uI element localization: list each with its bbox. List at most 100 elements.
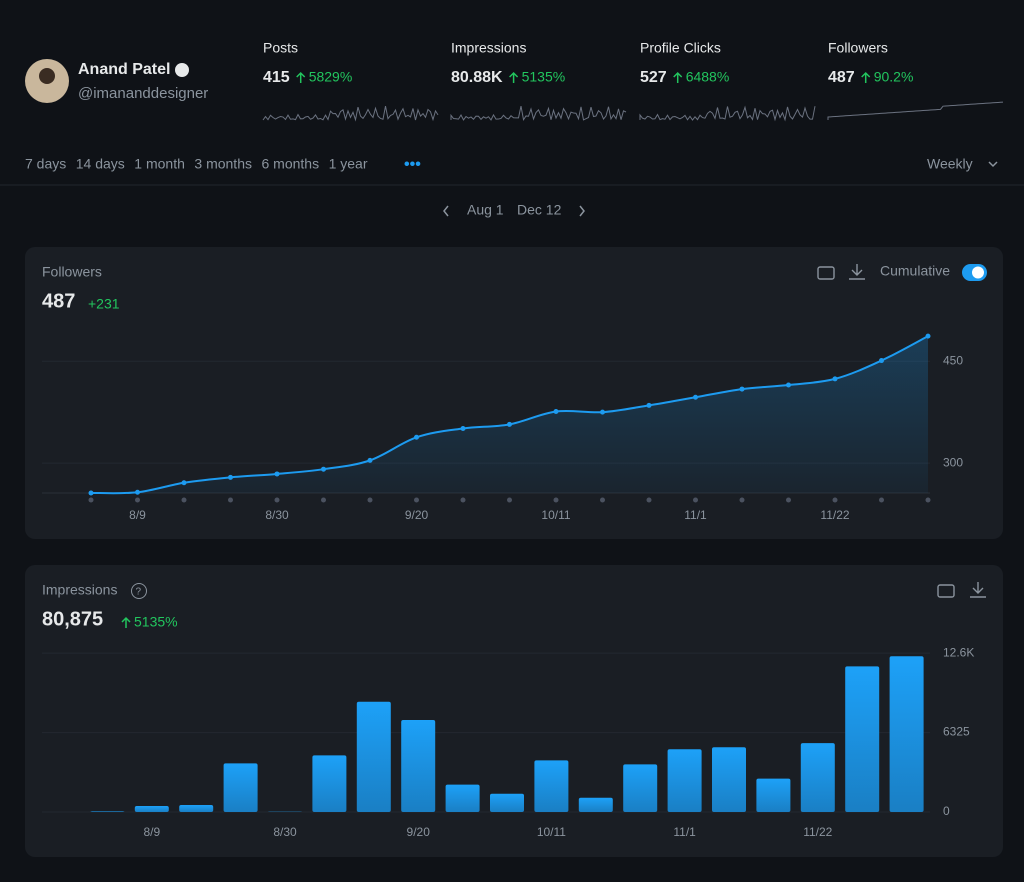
bar	[801, 743, 835, 812]
up-arrow	[674, 73, 682, 83]
bar	[756, 779, 790, 812]
x-tick-dot	[461, 498, 466, 503]
bar	[668, 749, 702, 812]
next[interactable]	[580, 206, 584, 216]
delta: +231	[88, 296, 120, 312]
headline: 487	[42, 290, 75, 312]
range-option[interactable]: 1 month	[134, 156, 185, 172]
y-tick-label: 12.6K	[943, 645, 974, 659]
x-tick-dot	[321, 498, 326, 503]
stat-value: 487	[828, 69, 855, 86]
point	[926, 334, 931, 339]
point	[182, 480, 187, 485]
bar	[579, 798, 613, 812]
bar	[446, 785, 480, 812]
toggle-knob	[972, 267, 984, 279]
range-option[interactable]: 1 year	[329, 156, 368, 172]
x-tick-dot	[275, 498, 280, 503]
delta: 5135%	[134, 614, 178, 630]
x-tick-dot	[368, 498, 373, 503]
bar	[490, 794, 524, 812]
stat-change: 5829%	[309, 69, 353, 85]
x-tick-label: 10/11	[541, 508, 570, 522]
headline: 80,875	[42, 608, 103, 630]
range-option[interactable]: 6 months	[261, 156, 319, 172]
chart-title: Impressions	[42, 582, 117, 598]
x-tick-label: 11/1	[673, 825, 696, 839]
range-option[interactable]: 3 months	[194, 156, 252, 172]
chart-title: Followers	[42, 264, 102, 280]
y-tick-label: 300	[943, 455, 963, 469]
x-tick-label: 11/1	[684, 508, 707, 522]
y-tick-label: 6325	[943, 725, 970, 739]
toggle-label: Cumulative	[880, 263, 950, 279]
bar	[534, 760, 568, 812]
stat-label: Profile Clicks	[640, 40, 721, 56]
x-tick-label: 9/20	[405, 508, 429, 522]
bar	[623, 764, 657, 812]
point	[833, 376, 838, 381]
range-option[interactable]: 7 days	[25, 156, 66, 172]
profile-name: Anand Patel	[78, 61, 170, 78]
range-option[interactable]: 14 days	[76, 156, 125, 172]
stat-change: 6488%	[686, 69, 730, 85]
point	[507, 422, 512, 427]
chevron	[989, 162, 997, 166]
avatar-face	[39, 68, 55, 84]
stat-value: 80.88K	[451, 69, 503, 86]
sparkline	[828, 102, 1003, 120]
stat-value: 527	[640, 69, 667, 86]
x-tick-label: 8/9	[129, 508, 146, 522]
x-tick-label: 9/20	[407, 825, 431, 839]
x-tick-dot	[647, 498, 652, 503]
help-mark: ?	[136, 587, 142, 598]
x-tick-dot	[600, 498, 605, 503]
bar	[845, 666, 879, 812]
x-tick-dot	[693, 498, 698, 503]
x-tick-dot	[833, 498, 838, 503]
y-tick-label: 450	[943, 353, 963, 367]
x-tick-dot	[554, 498, 559, 503]
x-tick-label: 11/22	[820, 508, 849, 522]
stat-label: Followers	[828, 40, 888, 56]
stat-change: 90.2%	[874, 69, 914, 85]
bar	[401, 720, 435, 812]
bar	[890, 656, 924, 812]
sparkline	[640, 106, 815, 120]
up-arrow	[297, 73, 305, 83]
profile-handle: @imananddesigner	[78, 85, 208, 102]
x-tick-label: 10/11	[537, 825, 566, 839]
x-tick-label: 8/30	[273, 825, 297, 839]
x-tick-dot	[926, 498, 931, 503]
point	[461, 426, 466, 431]
stat-value: 415	[263, 69, 290, 86]
point	[786, 383, 791, 388]
prev[interactable]	[444, 206, 448, 216]
point	[693, 395, 698, 400]
x-tick-dot	[507, 498, 512, 503]
x-tick-label: 8/30	[265, 508, 289, 522]
bar	[135, 806, 169, 812]
bar	[179, 805, 213, 812]
interval-select[interactable]: Weekly	[927, 156, 973, 172]
bar	[224, 763, 258, 812]
point	[600, 410, 605, 415]
bar	[90, 811, 124, 812]
point	[554, 409, 559, 414]
x-tick-dot	[89, 498, 94, 503]
point	[321, 467, 326, 472]
x-tick-label: 11/22	[803, 825, 832, 839]
bar	[312, 755, 346, 812]
x-tick-dot	[182, 498, 187, 503]
point	[879, 358, 884, 363]
point	[89, 490, 94, 495]
x-tick-dot	[786, 498, 791, 503]
verified-badge	[175, 63, 189, 77]
stat-label: Impressions	[451, 40, 526, 56]
x-tick-dot	[414, 498, 419, 503]
point	[414, 435, 419, 440]
more-ranges[interactable]: •••	[404, 156, 421, 173]
bar	[357, 702, 391, 812]
point	[135, 490, 140, 495]
